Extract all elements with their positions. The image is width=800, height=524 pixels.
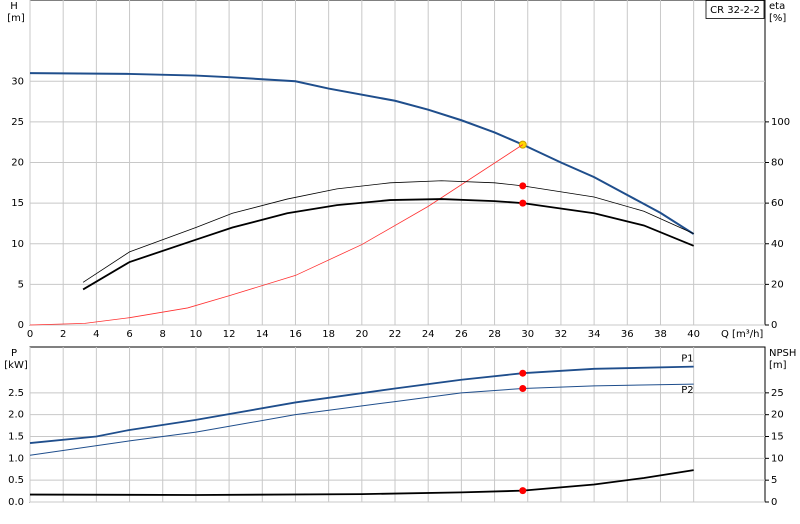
legend-text: CR 32-2-2 [710, 5, 760, 16]
x-tick-label: 32 [555, 329, 568, 340]
y-tick-label: 5 [18, 279, 24, 290]
x-tick-label: 20 [355, 329, 368, 340]
y2-tick-label: 20 [771, 279, 784, 290]
x-axis-label: Q [m³/h] [721, 329, 763, 340]
x-tick-label: 18 [322, 329, 335, 340]
x-tick-label: 14 [256, 329, 269, 340]
x-tick-label: 38 [654, 329, 667, 340]
duty-point [519, 384, 527, 392]
y2-tick-label: 60 [771, 198, 784, 209]
y2-tick-label: 5 [771, 475, 777, 486]
x-tick-label: 40 [687, 329, 700, 340]
curve [29, 383, 694, 456]
series-label: P2 [681, 385, 693, 396]
y-tick-label: 1.5 [8, 432, 24, 443]
curve [29, 72, 695, 235]
y-axis-unit: [kW] [4, 360, 28, 371]
y2-tick-label: 10 [771, 453, 784, 464]
y-tick-label: 1.0 [8, 453, 24, 464]
y-tick-label: 25 [11, 117, 24, 128]
x-tick-label: 22 [389, 329, 402, 340]
x-tick-label: 28 [488, 329, 501, 340]
y-tick-label: 10 [11, 239, 24, 250]
y-tick-label: 30 [11, 76, 24, 87]
x-tick-label: 0 [27, 329, 33, 340]
y2-tick-label: 40 [771, 239, 784, 250]
duty-point [519, 369, 527, 377]
y-axis-unit: [m] [7, 13, 25, 24]
y2-axis-label: eta [769, 1, 785, 12]
duty-point [519, 487, 527, 495]
legend-box [705, 0, 765, 19]
curve [82, 180, 694, 283]
curve [29, 365, 694, 444]
curve [29, 144, 523, 326]
y2-tick-label: 25 [771, 388, 784, 399]
x-tick-label: 12 [223, 329, 236, 340]
y2-axis-unit: [%] [769, 13, 786, 24]
series-label: P1 [681, 354, 693, 365]
duty-point [519, 182, 527, 190]
x-tick-label: 26 [455, 329, 468, 340]
y-tick-label: 0.5 [8, 475, 24, 486]
x-tick-label: 2 [60, 329, 66, 340]
y-tick-label: 20 [11, 158, 24, 169]
x-tick-label: 6 [126, 329, 132, 340]
x-tick-label: 36 [621, 329, 634, 340]
y2-axis-unit: [m] [769, 360, 787, 371]
y-tick-label: 0 [18, 320, 24, 331]
y2-tick-label: 100 [771, 117, 790, 128]
y-tick-label: 15 [11, 198, 24, 209]
y2-tick-label: 80 [771, 158, 784, 169]
y-tick-label: 0.0 [8, 497, 24, 508]
y-tick-label: 2.0 [8, 410, 24, 421]
y2-tick-label: 15 [771, 432, 784, 443]
plot-frame [29, 346, 766, 503]
y2-axis-label: NPSH [769, 348, 796, 359]
y-tick-label: 2.5 [8, 388, 24, 399]
y2-tick-label: 0 [771, 497, 777, 508]
x-tick-label: 24 [422, 329, 435, 340]
y-axis-label: P [11, 348, 17, 359]
curve [29, 469, 694, 496]
duty-point [519, 199, 527, 207]
y2-tick-label: 0 [771, 320, 777, 331]
x-tick-label: 16 [289, 329, 302, 340]
x-tick-label: 34 [588, 329, 601, 340]
curve [82, 198, 694, 291]
x-tick-label: 10 [190, 329, 203, 340]
x-tick-label: 30 [521, 329, 534, 340]
x-tick-label: 4 [93, 329, 99, 340]
y-axis-label: H [10, 1, 18, 12]
x-tick-label: 8 [160, 329, 166, 340]
y2-tick-label: 20 [771, 410, 784, 421]
